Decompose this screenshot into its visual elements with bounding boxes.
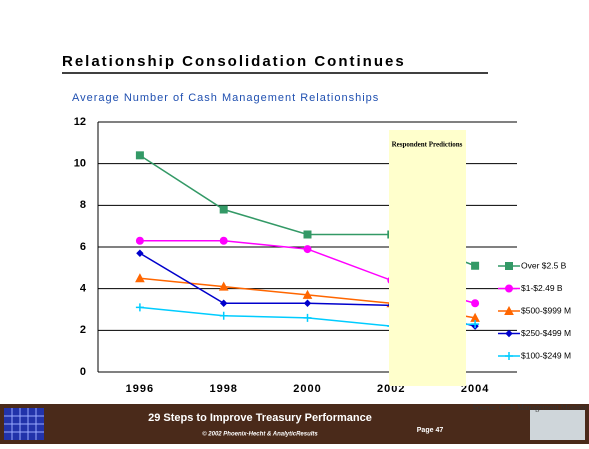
y-tick-label: 10 bbox=[74, 158, 86, 170]
marker bbox=[506, 285, 513, 292]
legend-label: Over $2.5 B bbox=[521, 260, 567, 270]
x-tick-label: 1998 bbox=[209, 383, 237, 395]
marker bbox=[136, 152, 143, 159]
marker bbox=[220, 206, 227, 213]
legend-label: $250-$499 M bbox=[521, 328, 571, 338]
footer-copyright: © 2002 Phoenix-Hecht & AnalyticResults bbox=[202, 431, 318, 438]
y-tick-label: 6 bbox=[80, 241, 86, 253]
page-number: Page 47 bbox=[417, 427, 444, 434]
prediction-band bbox=[389, 130, 466, 386]
footer-image bbox=[530, 410, 585, 440]
marker bbox=[304, 246, 311, 253]
marker bbox=[304, 231, 311, 238]
y-tick-label: 2 bbox=[80, 324, 86, 336]
legend-label: $500-$999 M bbox=[521, 305, 571, 315]
chart-subtitle: Average Number of Cash Management Relati… bbox=[72, 92, 379, 104]
marker bbox=[506, 263, 513, 270]
annotation: Respondent Predictions bbox=[392, 141, 463, 149]
marker bbox=[472, 300, 479, 307]
marker bbox=[136, 237, 143, 244]
y-tick-label: 4 bbox=[80, 283, 87, 295]
x-tick-label: 1996 bbox=[126, 383, 154, 395]
page: {"chart_data": {"type": "line", "title":… bbox=[0, 0, 589, 444]
y-tick-label: 0 bbox=[80, 366, 86, 378]
marker bbox=[220, 237, 227, 244]
source-note: Source: Cash Management Monitor bbox=[473, 403, 588, 412]
legend-label: $1-$2.49 B bbox=[521, 283, 563, 293]
legend-label: $100-$249 M bbox=[521, 350, 571, 360]
footer-logo bbox=[4, 408, 44, 440]
y-tick-label: 12 bbox=[74, 116, 86, 128]
footer-title: 29 Steps to Improve Treasury Performance bbox=[148, 412, 372, 424]
slide: Relationship Consolidation Continues Ave… bbox=[0, 0, 589, 444]
y-tick-label: 8 bbox=[80, 199, 86, 211]
marker bbox=[472, 262, 479, 269]
x-tick-label: 2000 bbox=[293, 383, 321, 395]
slide-title: Relationship Consolidation Continues bbox=[62, 53, 406, 70]
